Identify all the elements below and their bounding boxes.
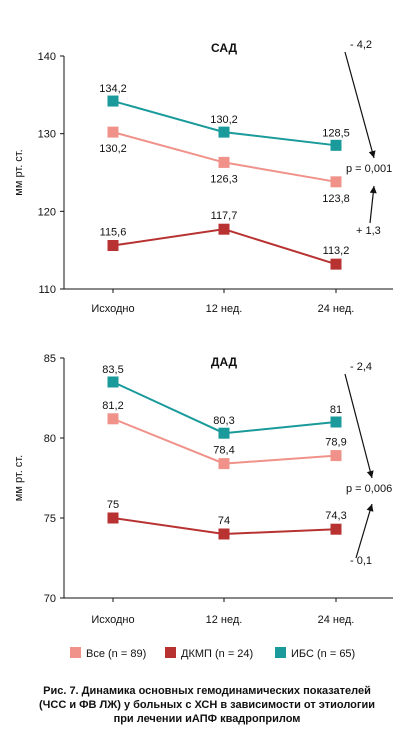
x-tick-label: 24 нед.: [318, 303, 355, 315]
y-tick-label: 70: [44, 593, 56, 605]
data-point-dkmp: [107, 512, 119, 524]
x-tick-label: Исходно: [91, 303, 134, 315]
chart-panel-1: 110 120 130 140 Исходно 12 нед. 24 нед. мм рт. …: [13, 39, 393, 315]
series-all: 81,2 78,4 78,9: [102, 400, 347, 470]
series-dkmp: 115,6 117,7 113,2: [100, 210, 350, 270]
y-axis-label: мм рт. ст.: [13, 149, 25, 195]
data-label-dkmp: 117,7: [211, 210, 238, 222]
x-tick-label: Исходно: [91, 614, 134, 626]
annotation-arrowhead: [368, 150, 376, 158]
annotation-arrowhead: [366, 470, 374, 478]
y-axis-label: мм рт. ст.: [13, 455, 25, 501]
data-point-all: [107, 126, 119, 138]
data-label-dkmp: 74,3: [325, 510, 346, 522]
chart-title: САД: [211, 41, 237, 55]
annotation-arrow: [355, 503, 373, 559]
x-tick-label: 12 нед.: [206, 303, 243, 315]
data-label-ibs: 128,5: [322, 127, 350, 139]
data-label-dkmp: 115,6: [100, 227, 127, 239]
data-label-all: 78,4: [213, 445, 234, 457]
caption-line: Рис. 7. Динамика основных гемодинамическ…: [43, 685, 371, 697]
figure-caption: Рис. 7. Динамика основных гемодинамическ…: [39, 685, 375, 725]
annotation-top: - 2,4: [350, 361, 372, 373]
data-point-ibs: [330, 139, 342, 151]
data-point-ibs: [107, 376, 119, 388]
data-label-dkmp: 113,2: [323, 245, 350, 257]
data-point-all: [218, 156, 230, 168]
significance-annotation: - 2,4 p = 0,006 - 0,1: [344, 361, 392, 567]
data-point-all: [218, 458, 230, 470]
y-tick-label: 75: [44, 513, 56, 525]
data-point-ibs: [107, 95, 119, 107]
caption-line: при лечении иАПФ квадроприлом: [114, 713, 301, 725]
legend-swatch: [165, 647, 176, 658]
data-point-dkmp: [218, 528, 230, 540]
annotation-arrow: [344, 51, 375, 159]
caption-line: (ЧСС и ФВ ЛЖ) у больных с ХСН в зависимо…: [39, 699, 375, 711]
annotation-bottom: - 0,1: [350, 555, 372, 567]
data-point-dkmp: [218, 223, 230, 235]
significance-annotation: - 4,2 p = 0,001 + 1,3: [344, 39, 392, 237]
x-tick-label: 12 нед.: [206, 614, 243, 626]
legend-swatch: [275, 647, 286, 658]
legend-label: ДКМП (n = 24): [181, 648, 253, 660]
annotation-arrowhead: [366, 504, 374, 512]
annotation-arrowhead: [369, 186, 377, 194]
y-tick-label: 130: [38, 129, 56, 141]
data-label-all: 123,8: [322, 193, 350, 205]
y-tick-label: 110: [38, 284, 56, 296]
data-point-ibs: [218, 427, 230, 439]
series-ibs: 83,5 80,3 81: [102, 364, 342, 439]
y-tick-label: 120: [38, 206, 56, 218]
legend: Все (n = 89) ДКМП (n = 24) ИБС (n = 65): [70, 647, 355, 660]
annotation-arrow: [344, 373, 373, 479]
series-ibs: 134,2 130,2 128,5: [99, 83, 350, 151]
data-label-ibs: 81: [330, 404, 342, 416]
annotation-bottom: + 1,3: [356, 225, 381, 237]
legend-item: Все (n = 89): [70, 647, 146, 660]
data-label-ibs: 83,5: [102, 364, 123, 376]
data-point-dkmp: [330, 258, 342, 270]
data-point-dkmp: [107, 240, 119, 252]
legend-item: ДКМП (n = 24): [165, 647, 253, 660]
data-label-ibs: 130,2: [210, 114, 238, 126]
data-label-all: 78,9: [325, 437, 346, 449]
data-point-all: [330, 176, 342, 188]
data-point-ibs: [330, 416, 342, 428]
data-point-all: [330, 450, 342, 462]
annotation-p-value: p = 0,006: [346, 483, 392, 495]
data-label-all: 130,2: [99, 143, 127, 155]
chart-panel-2: 70 75 80 85 Исходно 12 нед. 24 нед. мм рт. ст. Д…: [13, 353, 393, 626]
legend-item: ИБС (n = 65): [275, 647, 355, 660]
data-label-dkmp: 74: [218, 515, 230, 527]
data-label-ibs: 80,3: [213, 415, 234, 427]
data-point-dkmp: [330, 523, 342, 535]
chart-panels: 110 120 130 140 Исходно 12 нед. 24 нед. мм рт. …: [13, 39, 393, 626]
data-label-all: 126,3: [210, 173, 238, 185]
chart-title: ДАД: [211, 355, 238, 369]
y-tick-label: 80: [44, 433, 56, 445]
data-point-all: [107, 413, 119, 425]
data-label-ibs: 134,2: [99, 83, 127, 95]
legend-swatch: [70, 647, 81, 658]
series-all: 130,2 126,3 123,8: [99, 126, 350, 205]
x-tick-label: 24 нед.: [318, 614, 355, 626]
y-tick-label: 85: [44, 353, 56, 365]
legend-label: Все (n = 89): [86, 648, 146, 660]
data-label-all: 81,2: [102, 400, 123, 412]
annotation-top: - 4,2: [350, 39, 372, 51]
data-label-dkmp: 75: [107, 499, 119, 511]
legend-label: ИБС (n = 65): [291, 648, 355, 660]
y-tick-label: 140: [38, 51, 56, 63]
data-point-ibs: [218, 126, 230, 138]
series-dkmp: 75 74 74,3: [107, 499, 347, 540]
annotation-p-value: p = 0,001: [346, 163, 392, 175]
